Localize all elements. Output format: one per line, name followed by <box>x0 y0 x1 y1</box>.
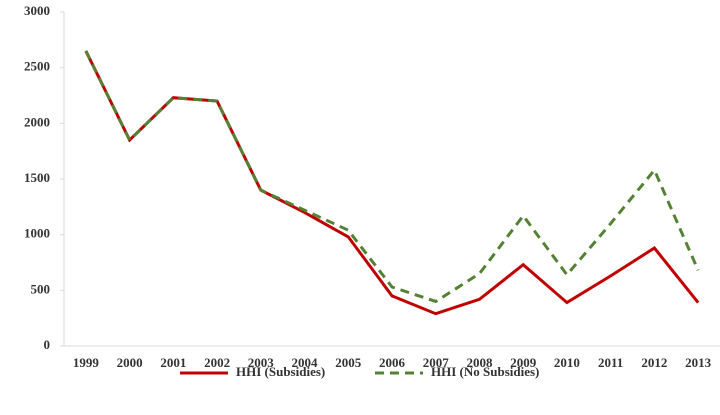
legend-label: HHI (No Subsidies) <box>431 364 539 379</box>
x-tick-label: 2001 <box>160 355 186 370</box>
y-tick-label: 1500 <box>24 170 50 185</box>
data-line <box>84 50 700 316</box>
data-line <box>84 50 700 304</box>
x-tick-label: 2004 <box>292 355 319 370</box>
x-tick-label: 2005 <box>335 355 362 370</box>
x-tick-label: 2009 <box>510 355 537 370</box>
x-tick-label: 2011 <box>598 355 623 370</box>
y-tick-label: 500 <box>31 281 51 296</box>
x-tick-label: 2003 <box>248 355 275 370</box>
x-tick-label: 2012 <box>641 355 667 370</box>
y-tick-label: 2000 <box>24 114 50 129</box>
legend-label: HHI (Subsidies) <box>236 364 325 379</box>
x-tick-label: 2006 <box>379 355 406 370</box>
x-tick-label: 1999 <box>73 355 100 370</box>
y-tick-label: 3000 <box>24 3 50 18</box>
y-tick-label: 1000 <box>24 226 50 241</box>
x-tick-label: 2000 <box>117 355 143 370</box>
y-tick-label: 2500 <box>24 59 50 74</box>
x-tick-label: 2013 <box>685 355 712 370</box>
x-tick-label: 2008 <box>466 355 493 370</box>
x-tick-label: 2010 <box>554 355 580 370</box>
x-tick-label: 2002 <box>204 355 230 370</box>
x-tick-label: 2007 <box>423 355 450 370</box>
y-tick-label: 0 <box>44 337 51 352</box>
